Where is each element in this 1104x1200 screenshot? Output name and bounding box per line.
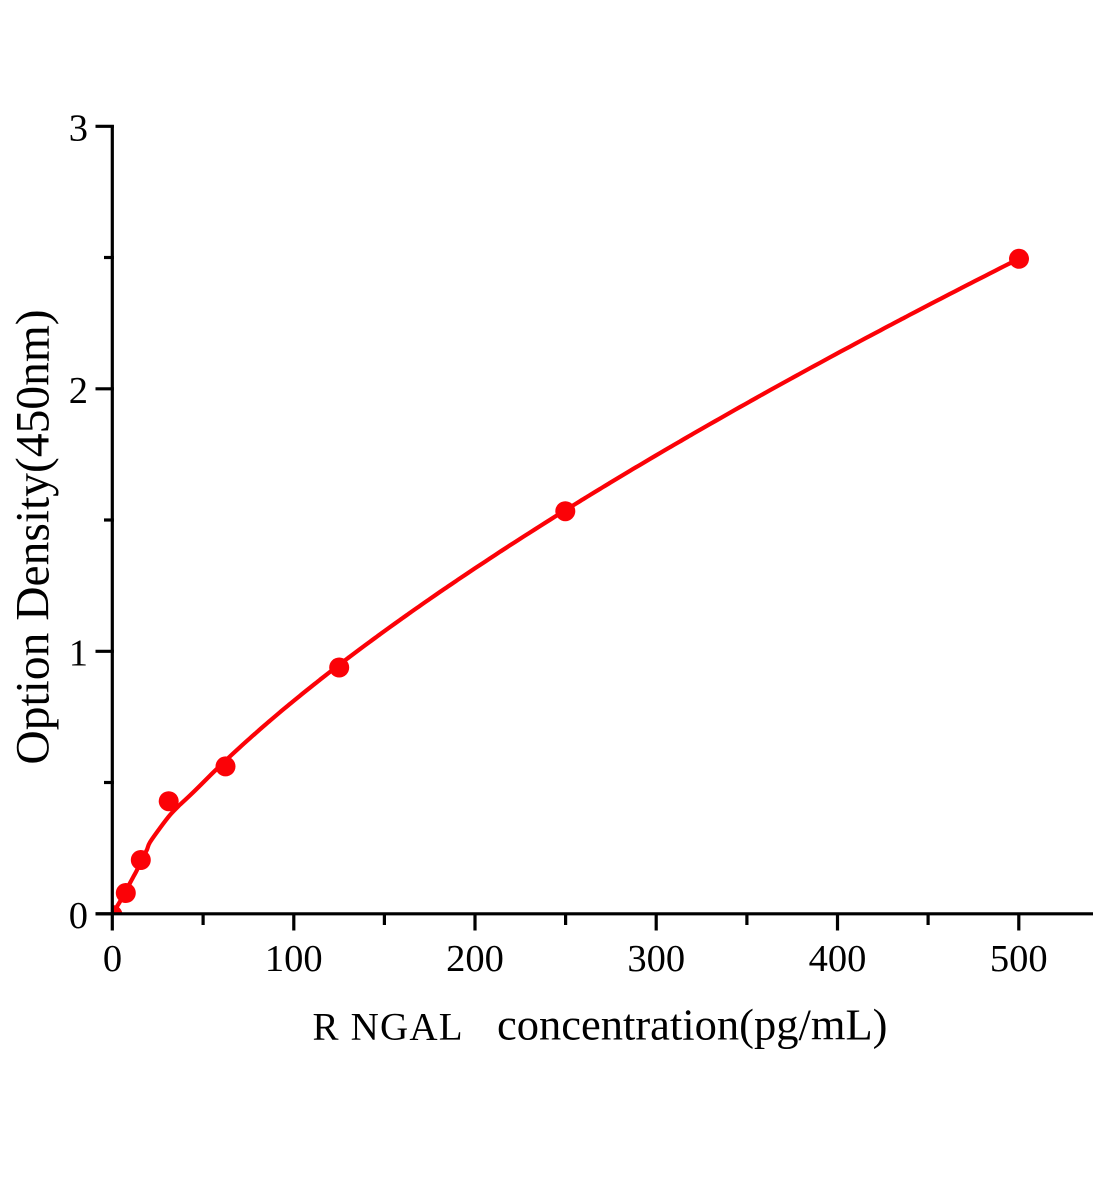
svg-text:1: 1 bbox=[69, 632, 88, 674]
svg-text:3: 3 bbox=[69, 107, 88, 149]
svg-text:300: 300 bbox=[627, 938, 685, 980]
svg-text:500: 500 bbox=[990, 938, 1048, 980]
svg-text:0: 0 bbox=[103, 938, 122, 980]
svg-text:concentration(pg/mL): concentration(pg/mL) bbox=[497, 1000, 887, 1050]
svg-text:2: 2 bbox=[69, 370, 88, 412]
svg-text:R NGAL: R NGAL bbox=[313, 1006, 464, 1049]
svg-text:Option Density(450nm): Option Density(450nm) bbox=[8, 309, 60, 764]
svg-text:400: 400 bbox=[809, 938, 867, 980]
svg-text:100: 100 bbox=[265, 938, 323, 980]
svg-text:200: 200 bbox=[446, 938, 504, 980]
svg-text:0: 0 bbox=[69, 895, 88, 937]
